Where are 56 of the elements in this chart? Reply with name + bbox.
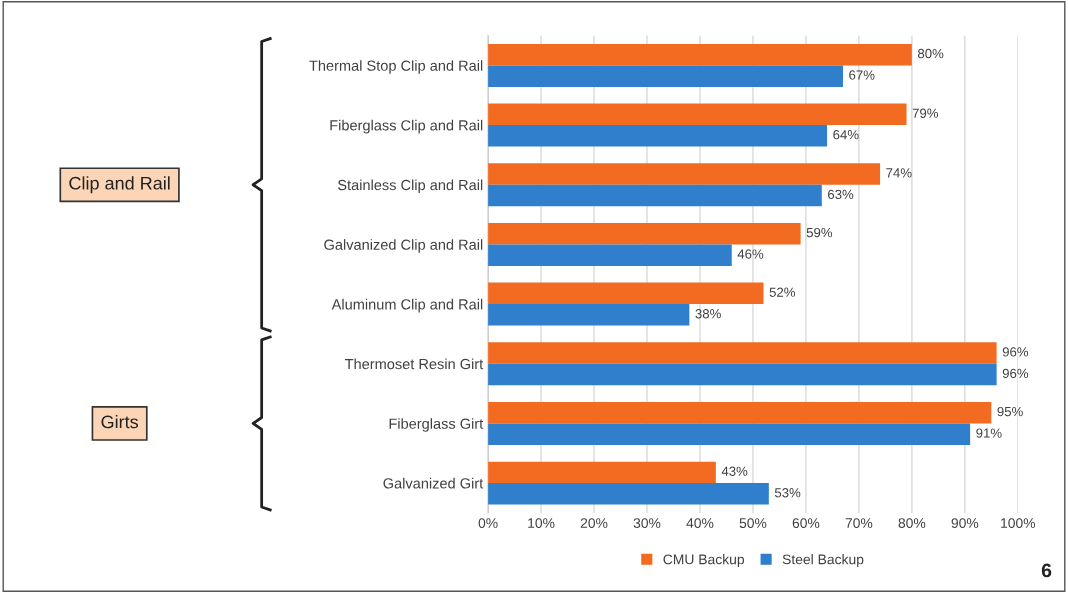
text: Girts bbox=[101, 415, 139, 429]
bar bbox=[488, 184, 822, 207]
bar bbox=[488, 423, 971, 445]
bar bbox=[488, 43, 912, 66]
data-label: 52% bbox=[769, 287, 796, 297]
bar bbox=[488, 401, 992, 424]
y-tick-label: Stainless Clip and Rail bbox=[337, 179, 483, 194]
legend-label: CMU Backup bbox=[663, 554, 745, 568]
data-label: 80% bbox=[917, 48, 944, 59]
data-label: 43% bbox=[721, 466, 748, 476]
x-tick-label: 100% bbox=[1001, 518, 1036, 529]
x-tick-label: 0% bbox=[478, 518, 498, 529]
x-tick-label: 20% bbox=[580, 518, 608, 529]
x-tick-label: 60% bbox=[792, 518, 820, 529]
data-label: 59% bbox=[806, 227, 833, 238]
text: Clip and Rail bbox=[69, 176, 170, 194]
bar bbox=[488, 65, 843, 87]
x-tick-label: 70% bbox=[845, 518, 873, 529]
data-label: 79% bbox=[912, 108, 939, 118]
y-tick-label: Thermoset Resin Girt bbox=[344, 358, 484, 370]
data-label: 64% bbox=[833, 130, 859, 140]
y-tick-label: Galvanized Clip and Rail bbox=[324, 239, 483, 253]
bar bbox=[488, 163, 881, 185]
bar bbox=[488, 282, 764, 305]
data-label: 53% bbox=[774, 488, 801, 498]
data-label: 63% bbox=[828, 189, 854, 200]
data-label: 67% bbox=[849, 70, 875, 80]
bar bbox=[488, 342, 997, 364]
data-label: 91% bbox=[976, 428, 1002, 438]
x-tick-label: 50% bbox=[739, 518, 767, 529]
data-label: 38% bbox=[695, 309, 721, 319]
y-tick-label: Galvanized Girt bbox=[383, 477, 484, 489]
data-label: 95% bbox=[997, 406, 1023, 417]
bar bbox=[488, 103, 907, 126]
x-tick-label: 90% bbox=[951, 518, 979, 529]
y-tick-label: Aluminum Clip and Rail bbox=[331, 298, 483, 313]
data-label: 74% bbox=[886, 168, 912, 178]
bar bbox=[488, 483, 769, 505]
bar bbox=[488, 244, 732, 266]
data-label: 96% bbox=[1002, 347, 1029, 357]
x-tick-label: 40% bbox=[686, 518, 714, 529]
bar bbox=[488, 461, 716, 484]
y-tick-label: Fiberglass Girt bbox=[389, 418, 484, 432]
bar bbox=[488, 125, 828, 147]
bar bbox=[488, 222, 801, 245]
data-label: 46% bbox=[737, 249, 764, 259]
bar bbox=[488, 304, 690, 326]
x-tick-label: 30% bbox=[633, 518, 661, 529]
x-tick-label: 10% bbox=[528, 518, 555, 529]
x-tick-label: 80% bbox=[898, 518, 926, 529]
bar bbox=[488, 363, 997, 386]
legend-label: Steel Backup bbox=[782, 554, 864, 568]
data-label: 96% bbox=[1002, 368, 1029, 379]
y-tick-label: Fiberglass Clip and Rail bbox=[330, 119, 483, 134]
text: 6 bbox=[1041, 563, 1052, 578]
y-tick-label: Thermal Stop Clip and Rail bbox=[309, 60, 483, 74]
